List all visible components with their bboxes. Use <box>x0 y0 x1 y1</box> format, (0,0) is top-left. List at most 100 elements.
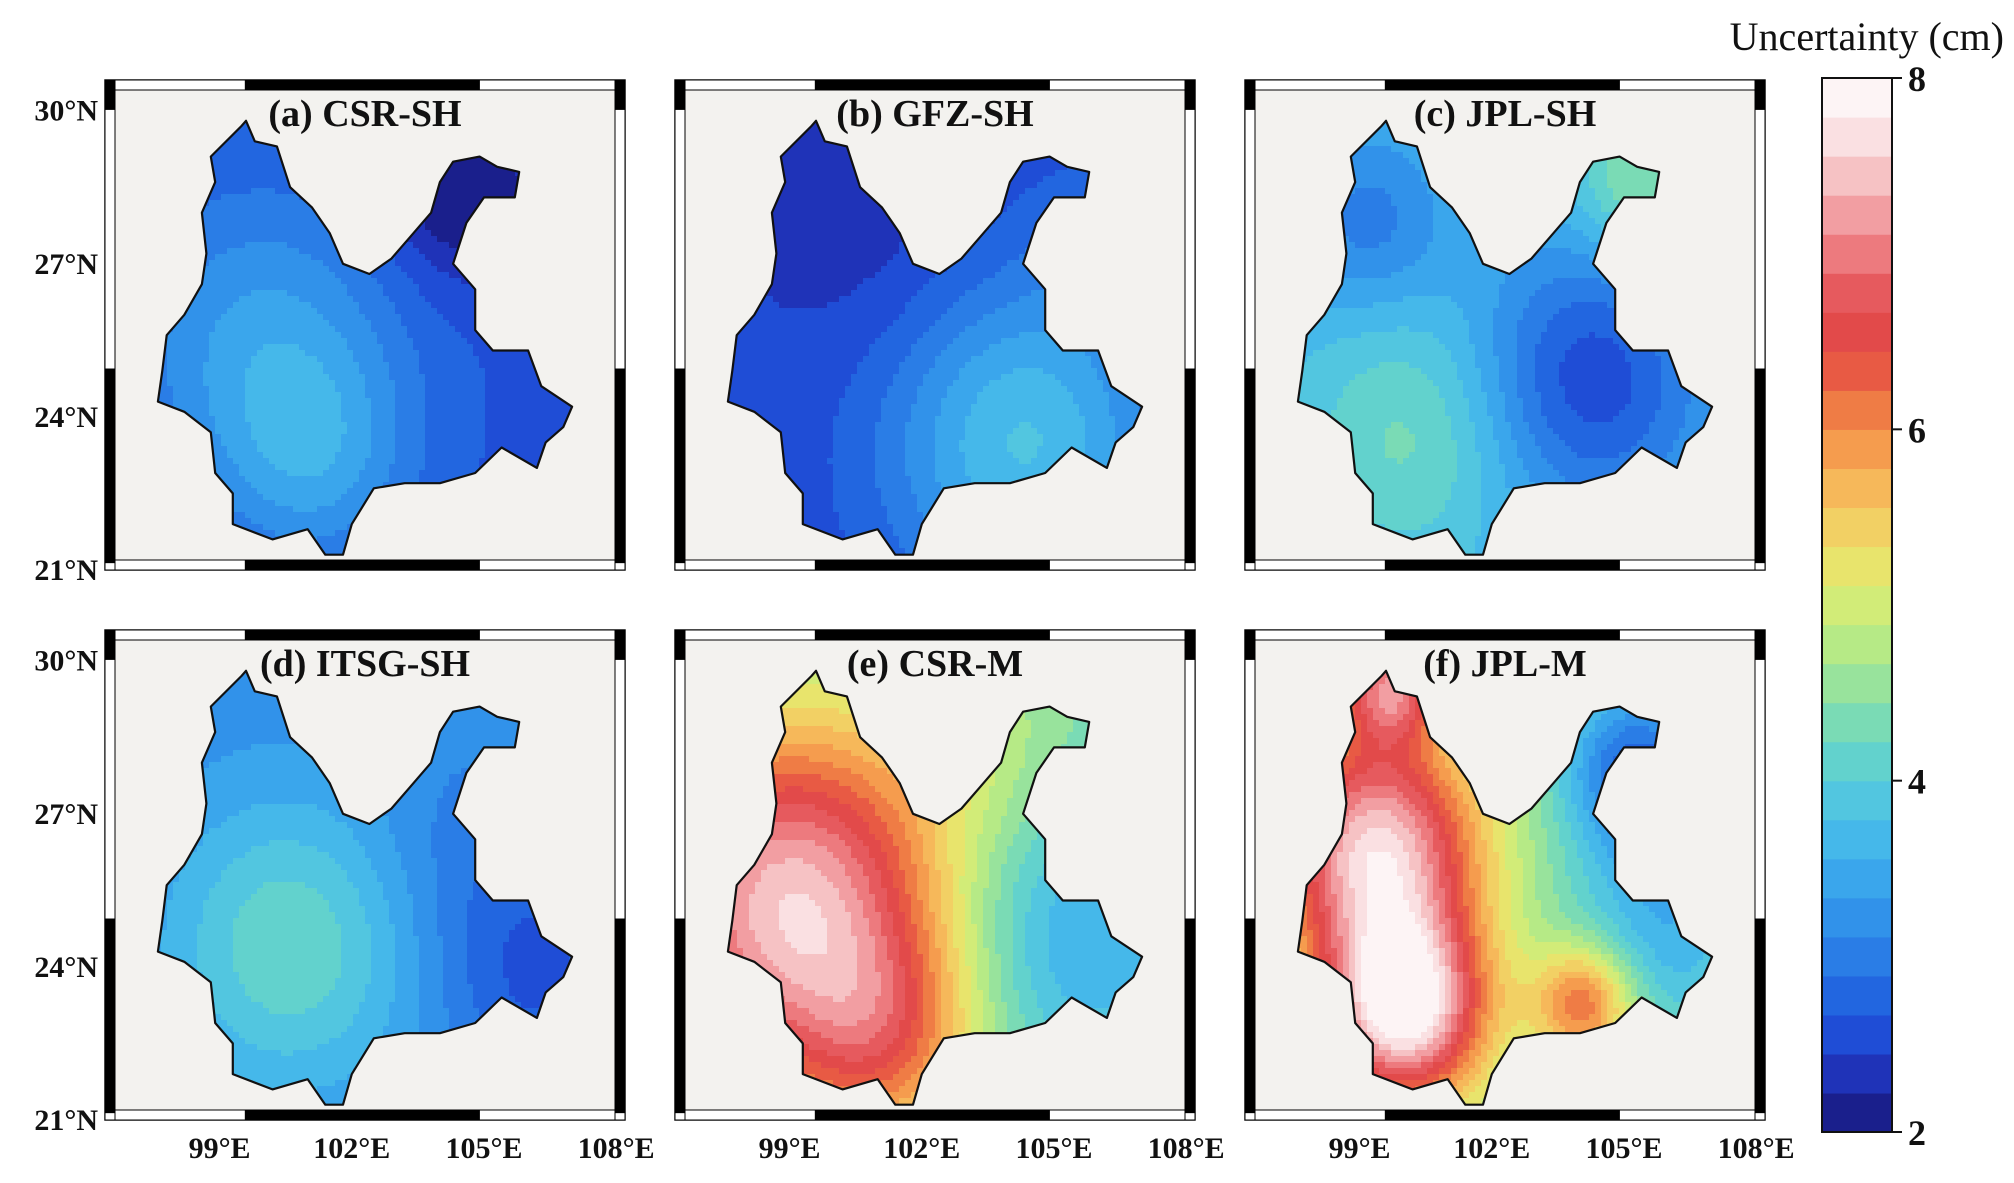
lon-tick-label: 99°E <box>1329 1132 1391 1165</box>
lat-tick-label: 27°N <box>34 798 98 831</box>
frame-segment <box>1755 369 1765 563</box>
colorbar-band <box>1822 976 1892 1016</box>
map-panel: (f) JPL-M <box>1245 630 1765 1120</box>
lon-tick-label: 108°E <box>1148 1132 1225 1165</box>
colorbar-band <box>1822 507 1892 547</box>
colorbar-band <box>1822 429 1892 469</box>
colorbar-band <box>1822 117 1892 157</box>
lon-tick-label: 102°E <box>313 1132 390 1165</box>
frame-segment <box>1185 563 1195 570</box>
frame-segment <box>615 630 625 659</box>
colorbar-band <box>1822 859 1892 899</box>
lon-tick-label: 108°E <box>1718 1132 1795 1165</box>
colorbar-band <box>1822 468 1892 508</box>
frame-segment <box>1185 109 1195 369</box>
frame-segment <box>105 563 115 570</box>
frame-segment <box>105 1110 245 1120</box>
frame-segment <box>1185 1113 1195 1120</box>
lon-tick-label: 102°E <box>1453 1132 1530 1165</box>
lon-tick-label: 105°E <box>445 1132 522 1165</box>
frame-segment <box>1385 560 1619 570</box>
frame-segment <box>615 563 625 570</box>
frame-segment <box>1245 919 1255 1113</box>
frame-segment <box>245 560 479 570</box>
frame-segment <box>479 630 617 640</box>
lon-tick-label: 99°E <box>189 1132 251 1165</box>
map-panel: (b) GFZ-SH <box>675 80 1195 570</box>
frame-segment <box>1245 563 1255 570</box>
colorbar-band <box>1822 585 1892 625</box>
colorbar-band <box>1822 820 1892 860</box>
frame-segment <box>1619 630 1757 640</box>
frame-segment <box>1245 1113 1255 1120</box>
lat-tick-label: 30°N <box>34 95 98 128</box>
frame-segment <box>105 109 115 369</box>
frame-segment <box>1755 659 1765 919</box>
frame-segment <box>1185 659 1195 919</box>
frame-segment <box>479 1110 617 1120</box>
frame-segment <box>815 630 1049 640</box>
panel-title: (e) CSR-M <box>847 643 1023 685</box>
colorbar-band <box>1822 351 1892 391</box>
frame-segment <box>615 1113 625 1120</box>
map-panel: (e) CSR-M <box>675 630 1195 1120</box>
panel-title: (f) JPL-M <box>1423 643 1587 685</box>
frame-segment <box>1185 630 1195 659</box>
frame-segment <box>615 109 625 369</box>
frame-segment <box>675 109 685 369</box>
frame-segment <box>675 630 685 659</box>
frame-segment <box>675 563 685 570</box>
frame-segment <box>1385 630 1619 640</box>
frame-segment <box>105 560 245 570</box>
map-panel: (d) ITSG-SH <box>105 630 625 1120</box>
frame-segment <box>105 919 115 1113</box>
lon-tick-label: 105°E <box>1015 1132 1092 1165</box>
frame-segment <box>1619 560 1757 570</box>
frame-segment <box>479 80 617 90</box>
colorbar-band <box>1822 703 1892 743</box>
panel-title: (d) ITSG-SH <box>260 643 470 685</box>
frame-segment <box>1049 560 1187 570</box>
frame-segment <box>1245 369 1255 563</box>
frame-segment <box>1755 1113 1765 1120</box>
colorbar-band <box>1822 195 1892 235</box>
frame-segment <box>1049 1110 1187 1120</box>
frame-segment <box>675 1113 685 1120</box>
lat-tick-label: 21°N <box>34 1104 98 1137</box>
frame-segment <box>105 630 245 640</box>
colorbar-band <box>1822 937 1892 977</box>
frame-segment <box>1385 80 1619 90</box>
frame-segment <box>615 659 625 919</box>
frame-segment <box>1245 80 1385 90</box>
frame-segment <box>1245 560 1385 570</box>
lon-tick-label: 102°E <box>883 1132 960 1165</box>
frame-segment <box>675 369 685 563</box>
frame-segment <box>105 659 115 919</box>
frame-segment <box>675 919 685 1113</box>
colorbar-tick-label: 8 <box>1908 59 1926 99</box>
colorbar-band <box>1822 234 1892 274</box>
frame-segment <box>1755 919 1765 1113</box>
frame-segment <box>245 630 479 640</box>
colorbar-tick-label: 6 <box>1908 410 1926 450</box>
frame-segment <box>1755 80 1765 109</box>
frame-segment <box>675 80 685 109</box>
frame-segment <box>815 1110 1049 1120</box>
colorbar-band <box>1822 742 1892 782</box>
panel-title: (c) JPL-SH <box>1414 93 1597 135</box>
lon-tick-label: 105°E <box>1585 1132 1662 1165</box>
frame-segment <box>1185 369 1195 563</box>
lat-tick-label: 24°N <box>34 401 98 434</box>
frame-segment <box>615 919 625 1113</box>
frame-segment <box>105 1113 115 1120</box>
colorbar-band <box>1822 390 1892 430</box>
colorbar-band <box>1822 1054 1892 1094</box>
lon-tick-label: 99°E <box>759 1132 821 1165</box>
lat-tick-label: 30°N <box>34 645 98 678</box>
colorbar-band <box>1822 273 1892 313</box>
lat-tick-label: 24°N <box>34 951 98 984</box>
frame-segment <box>615 80 625 109</box>
frame-segment <box>1245 1110 1385 1120</box>
colorbar-band <box>1822 1015 1892 1055</box>
